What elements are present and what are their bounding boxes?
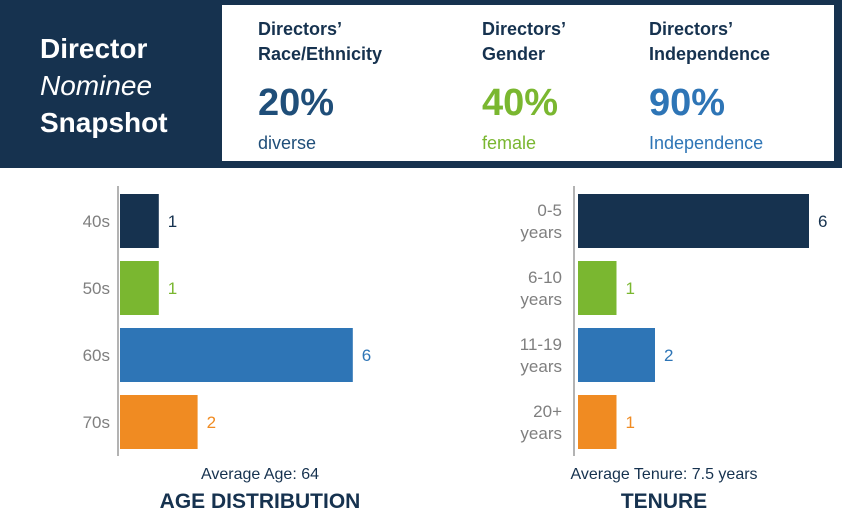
tenure-tick-label: 0-5 [537, 201, 562, 220]
stat-race-ethnicity: Directors’ Race/Ethnicity 20% diverse [258, 17, 382, 155]
tenure-tick-label: 20+ [533, 402, 562, 421]
tenure-tick-label: years [520, 223, 562, 242]
age-value-label: 2 [207, 413, 216, 432]
age-value-label: 6 [362, 346, 371, 365]
stat-label: Directors’ Gender [482, 17, 566, 67]
tenure-bar [578, 328, 655, 382]
stat-value: 40% [482, 82, 559, 124]
header-banner: Director Nominee Snapshot Directors’ Rac… [0, 0, 842, 168]
stats-panel: Directors’ Race/Ethnicity 20% diverse Di… [222, 5, 834, 161]
tenure-bar [578, 261, 617, 315]
stat-gender: Directors’ Gender 40% female [482, 17, 566, 155]
page-title: Director Nominee Snapshot [40, 30, 168, 141]
stat-desc: diverse [258, 133, 317, 153]
age-tick-label: 60s [83, 346, 110, 365]
stat-desc: Independence [649, 133, 764, 153]
tenure-bar [578, 395, 617, 449]
charts-area: 1 40s 1 50s 6 60s 2 70s 6 0-5 years 1 6-10 years 2 11-1… [83, 186, 827, 456]
stat-label-line-2: Independence [649, 44, 771, 64]
age-value-label: 1 [168, 279, 177, 298]
age-bar [120, 328, 353, 382]
age-tick-label: 40s [83, 212, 110, 231]
stat-label-line-2: Race/Ethnicity [258, 44, 383, 64]
title-line-1: Director [40, 33, 148, 64]
stat-label-line-1: Directors’ [258, 19, 343, 39]
age-average-caption: Average Age: 64 [200, 466, 320, 483]
tenure-value-label: 1 [626, 413, 635, 432]
stat-value: 20% [258, 82, 335, 124]
tenure-tick-label: years [520, 424, 562, 443]
stat-label: Directors’ Independence [649, 17, 770, 67]
tenure-average-caption: Average Tenure: 7.5 years [570, 466, 758, 483]
age-bar [120, 261, 159, 315]
age-chart-title: AGE DISTRIBUTION [159, 490, 361, 513]
age-bar [120, 395, 198, 449]
tenure-tick-label: 6-10 [528, 268, 562, 287]
stat-label-line-1: Directors’ [649, 19, 734, 39]
tenure-tick-label: years [520, 357, 562, 376]
stat-value: 90% [649, 82, 726, 124]
stat-label-line-2: Gender [482, 44, 546, 64]
stat-label-line-1: Directors’ [482, 19, 567, 39]
tenure-chart-title: TENURE [620, 490, 708, 513]
stat-label: Directors’ Race/Ethnicity [258, 17, 382, 67]
title-line-2: Nominee [40, 70, 153, 101]
age-value-label: 1 [168, 212, 177, 231]
tenure-tick-label: 11-19 [520, 335, 562, 354]
age-tick-label: 50s [83, 279, 110, 298]
tenure-tick-label: years [520, 290, 562, 309]
title-line-3: Snapshot [40, 107, 168, 138]
tenure-bar [578, 194, 809, 248]
stat-independence: Directors’ Independence 90% Independence [649, 17, 770, 155]
tenure-value-label: 6 [818, 212, 827, 231]
age-tick-label: 70s [83, 413, 110, 432]
tenure-value-label: 2 [664, 346, 673, 365]
tenure-value-label: 1 [626, 279, 635, 298]
age-bar [120, 194, 159, 248]
stat-desc: female [482, 133, 537, 153]
